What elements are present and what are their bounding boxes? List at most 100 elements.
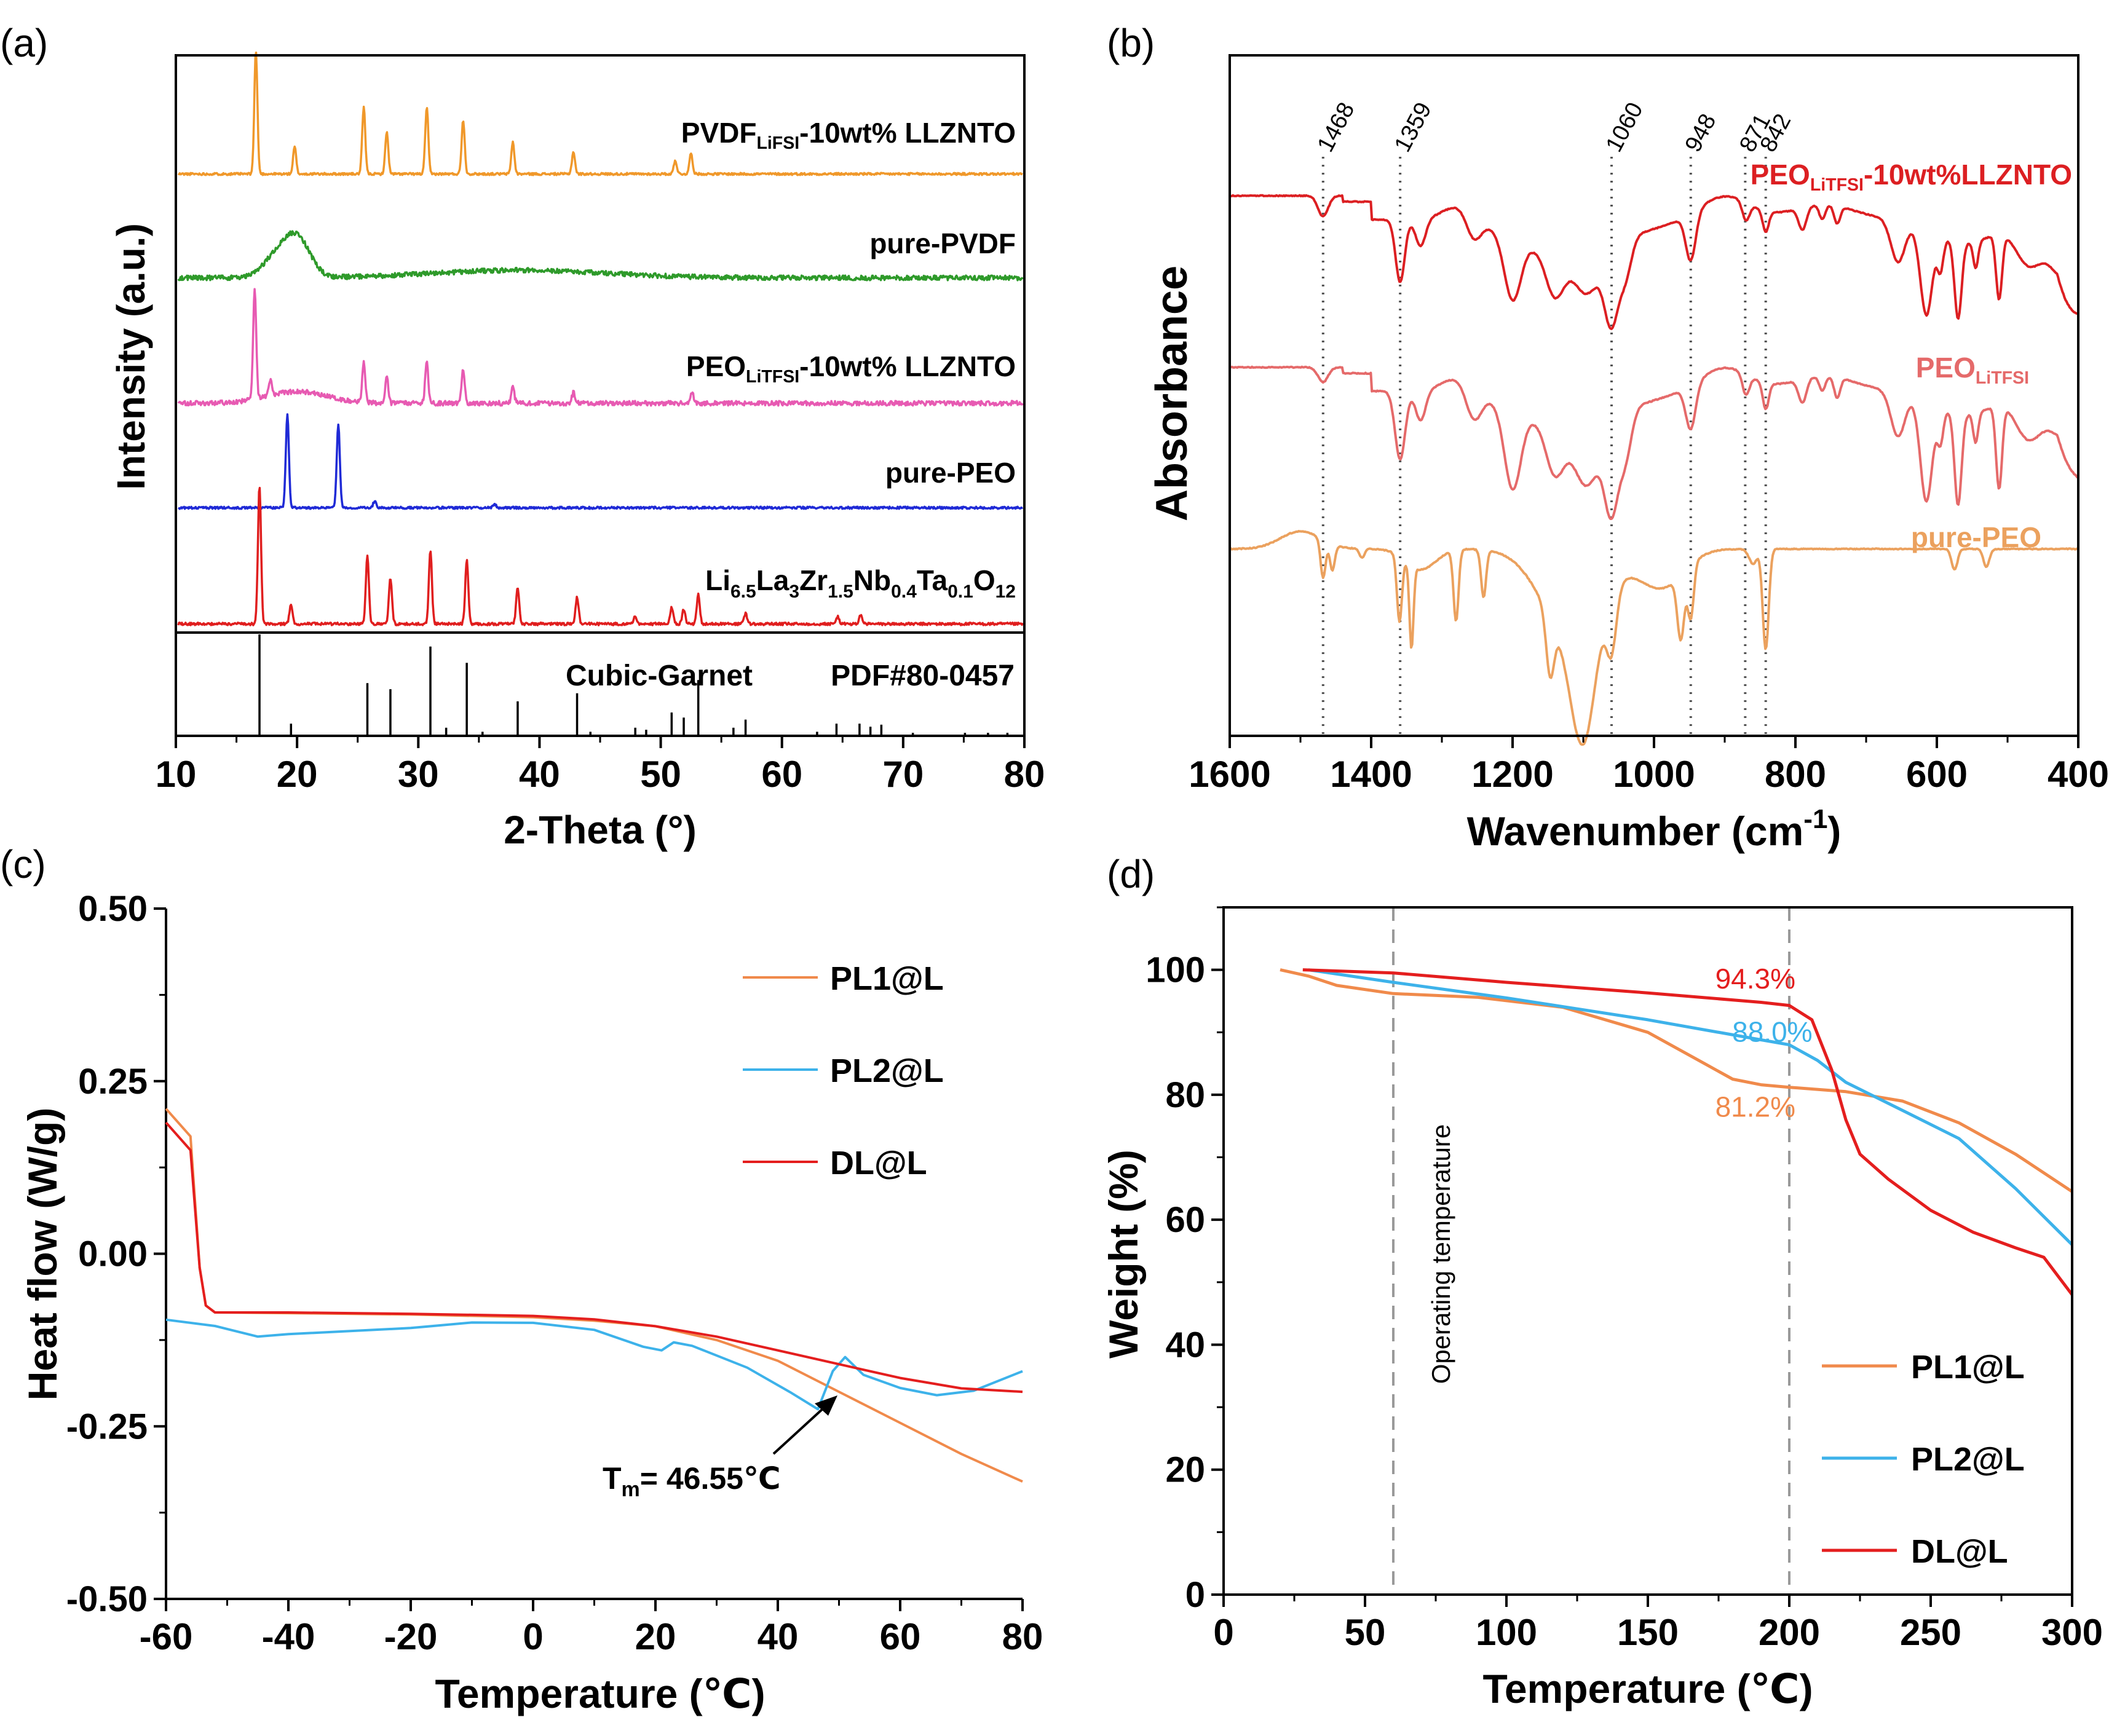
d-legend-label-PL1@L: PL1@L <box>1911 1349 2025 1386</box>
c-legend-label-PL2@L: PL2@L <box>830 1052 944 1089</box>
c-ytick-label-1: -0.25 <box>66 1407 148 1446</box>
panel-a: (a) Cubic-Garnet PDF#80-0457 10 20 30 40 50 6… <box>0 21 1045 852</box>
xrd-line-4 <box>177 486 1024 626</box>
panel-c: (c) -60 -40 -20 0 20 40 60 80 -0.50 -0.25 0.00 0.25… <box>0 842 1043 1716</box>
c-legend-label-DL@L: DL@L <box>830 1145 927 1182</box>
ftir-line-2 <box>1229 530 2079 746</box>
a-xtick-label-70: 70 <box>882 754 924 795</box>
b-xtick-label-400: 400 <box>2048 754 2109 795</box>
xrd-line-0 <box>177 51 1023 176</box>
a-series-label-3: pure-PEO <box>885 457 1016 489</box>
b-xtick-label-600: 600 <box>1906 754 1968 795</box>
panel-a-reference-pdf: PDF#80-0457 <box>831 660 1015 692</box>
panel-d-y-axis-label: Weight (%) <box>1101 1150 1146 1359</box>
xrd-line-1 <box>177 230 1024 282</box>
c-ytick-label-3: 0.25 <box>78 1062 148 1102</box>
panel-c-x-axis-label: Temperature (℃) <box>435 1671 765 1716</box>
b-xtick-label-1400: 1400 <box>1330 754 1412 795</box>
panel-b-label: (b) <box>1107 21 1155 65</box>
c-xtick-label--20: -20 <box>384 1616 438 1657</box>
d-xtick-label-150: 150 <box>1617 1612 1679 1653</box>
operating-temperature-label: Operating temperature <box>1427 1124 1455 1384</box>
d-xtick-label-300: 300 <box>2041 1612 2103 1653</box>
panel-c-label: (c) <box>0 842 46 886</box>
b-series-label-2: pure-PEO <box>1911 521 2041 553</box>
b-series-label-1: PEOLiTFSI <box>1916 352 2029 388</box>
c-xtick-label-40: 40 <box>758 1616 799 1657</box>
a-xtick-label-50: 50 <box>640 754 681 795</box>
a-series-label-2: PEOLiTFSI-10wt% LLZNTO <box>686 350 1016 387</box>
panel-a-series-labels: PVDFLiFSI-10wt% LLZNTO pure-PVDF PEOLiTFSI… <box>681 117 1016 602</box>
panel-b-x-ticks: 1600 1400 1200 1000 800 600 400 <box>1189 736 2109 795</box>
xrd-line-3 <box>178 413 1024 510</box>
panel-a-label: (a) <box>0 21 48 65</box>
d-xtick-label-0: 0 <box>1213 1612 1233 1653</box>
panel-b-frame <box>1229 54 2079 737</box>
a-series-label-4: Li6.5La3Zr1.5Nb0.4Ta0.1O12 <box>705 564 1016 602</box>
b-guide-label-948: 948 <box>1680 110 1722 157</box>
ftir-line-1 <box>1229 365 2079 520</box>
c-xtick-label-80: 80 <box>1002 1616 1043 1657</box>
panel-c-y-axis-label: Heat flow (W/g) <box>20 1108 65 1401</box>
d-ytick-label-0: 0 <box>1185 1575 1205 1615</box>
b-xtick-label-1200: 1200 <box>1471 754 1553 795</box>
b-guide-label-1468: 1468 <box>1313 98 1360 156</box>
c-ytick-label-4: 0.50 <box>78 889 148 929</box>
c-ytick-label-0: -0.50 <box>66 1579 148 1619</box>
c-ytick-label-2: 0.00 <box>78 1234 148 1274</box>
panel-b-x-axis-label-main: Wavenumber (cm <box>1467 808 1804 854</box>
c-xtick-label-20: 20 <box>635 1616 676 1657</box>
panel-b-y-axis-label: Absorbance <box>1147 266 1197 521</box>
b-xtick-label-800: 800 <box>1765 754 1826 795</box>
panel-c-axes: -60 -40 -20 0 20 40 60 80 -0.50 -0.25 0.00 0.25 0.50 <box>66 889 1043 1657</box>
a-xtick-label-80: 80 <box>1004 754 1045 795</box>
tga-line-PL2@L <box>1308 968 2073 1246</box>
panel-c-annotation: Tm= 46.55℃ <box>603 1395 837 1501</box>
panel-d-axes: 0 50 100 150 200 250 300 0 20 40 60 80 100 <box>1146 906 2103 1653</box>
tm-arrow-shaft <box>772 1407 825 1455</box>
d-ytick-label-60: 60 <box>1165 1200 1205 1240</box>
c-xtick-label-0: 0 <box>523 1616 543 1657</box>
d-xtick-label-250: 250 <box>1900 1612 1961 1653</box>
b-guide-label-1060: 1060 <box>1601 98 1648 156</box>
a-series-label-0: PVDFLiFSI-10wt% LLZNTO <box>681 117 1016 153</box>
d-ytick-label-40: 40 <box>1165 1325 1205 1365</box>
panel-a-reference <box>258 634 1009 736</box>
panel-a-x-ticks: 10 20 30 40 50 60 70 80 <box>156 736 1045 795</box>
panel-a-y-axis-label: Intensity (a.u.) <box>109 223 153 490</box>
d-ytick-label-20: 20 <box>1165 1450 1205 1490</box>
tm-arrow-head <box>815 1395 837 1416</box>
panel-d-x-axis-label: Temperature (℃) <box>1482 1666 1813 1711</box>
b-xtick-label-1000: 1000 <box>1613 754 1695 795</box>
panel-c-series <box>165 1108 1023 1483</box>
panel-d-frame <box>1222 906 2073 1596</box>
dsc-line-PL2@L <box>165 1318 1023 1411</box>
panel-d-label: (d) <box>1107 852 1155 896</box>
a-series-label-1: pure-PVDF <box>869 227 1016 259</box>
d-xtick-label-200: 200 <box>1759 1612 1820 1653</box>
d-ytick-label-80: 80 <box>1165 1075 1205 1115</box>
panel-a-reference-title: Cubic-Garnet <box>566 660 753 692</box>
a-xtick-label-20: 20 <box>277 754 318 795</box>
d-xtick-label-100: 100 <box>1476 1612 1537 1653</box>
xrd-line-2 <box>177 288 1024 407</box>
tga-line-PL1@L <box>1280 968 2073 1193</box>
panel-b-x-axis-label: Wavenumber (cm-1) <box>1467 804 1842 854</box>
c-legend-label-PL1@L: PL1@L <box>830 960 944 997</box>
panel-d-guides <box>1392 907 1791 1595</box>
a-xtick-label-60: 60 <box>761 754 802 795</box>
d-annotation-1: 88.0% <box>1732 1016 1812 1048</box>
tga-line-DL@L <box>1302 968 2073 1296</box>
tm-label: Tm= 46.55℃ <box>603 1461 781 1501</box>
d-ytick-label-100: 100 <box>1146 950 1205 990</box>
c-xtick-label-60: 60 <box>880 1616 921 1657</box>
c-xtick-label--60: -60 <box>140 1616 193 1657</box>
panel-a-x-axis-label: 2-Theta (°) <box>504 808 697 852</box>
panel-b-x-axis-label-end: ) <box>1827 808 1841 854</box>
panel-b-x-axis-label-sup: -1 <box>1803 804 1827 834</box>
panel-c-legend: PL1@L PL2@L DL@L <box>743 960 944 1182</box>
b-series-label-0: PEOLiTFSI-10wt%LLZNTO <box>1751 159 2072 195</box>
panel-a-series <box>177 51 1024 626</box>
